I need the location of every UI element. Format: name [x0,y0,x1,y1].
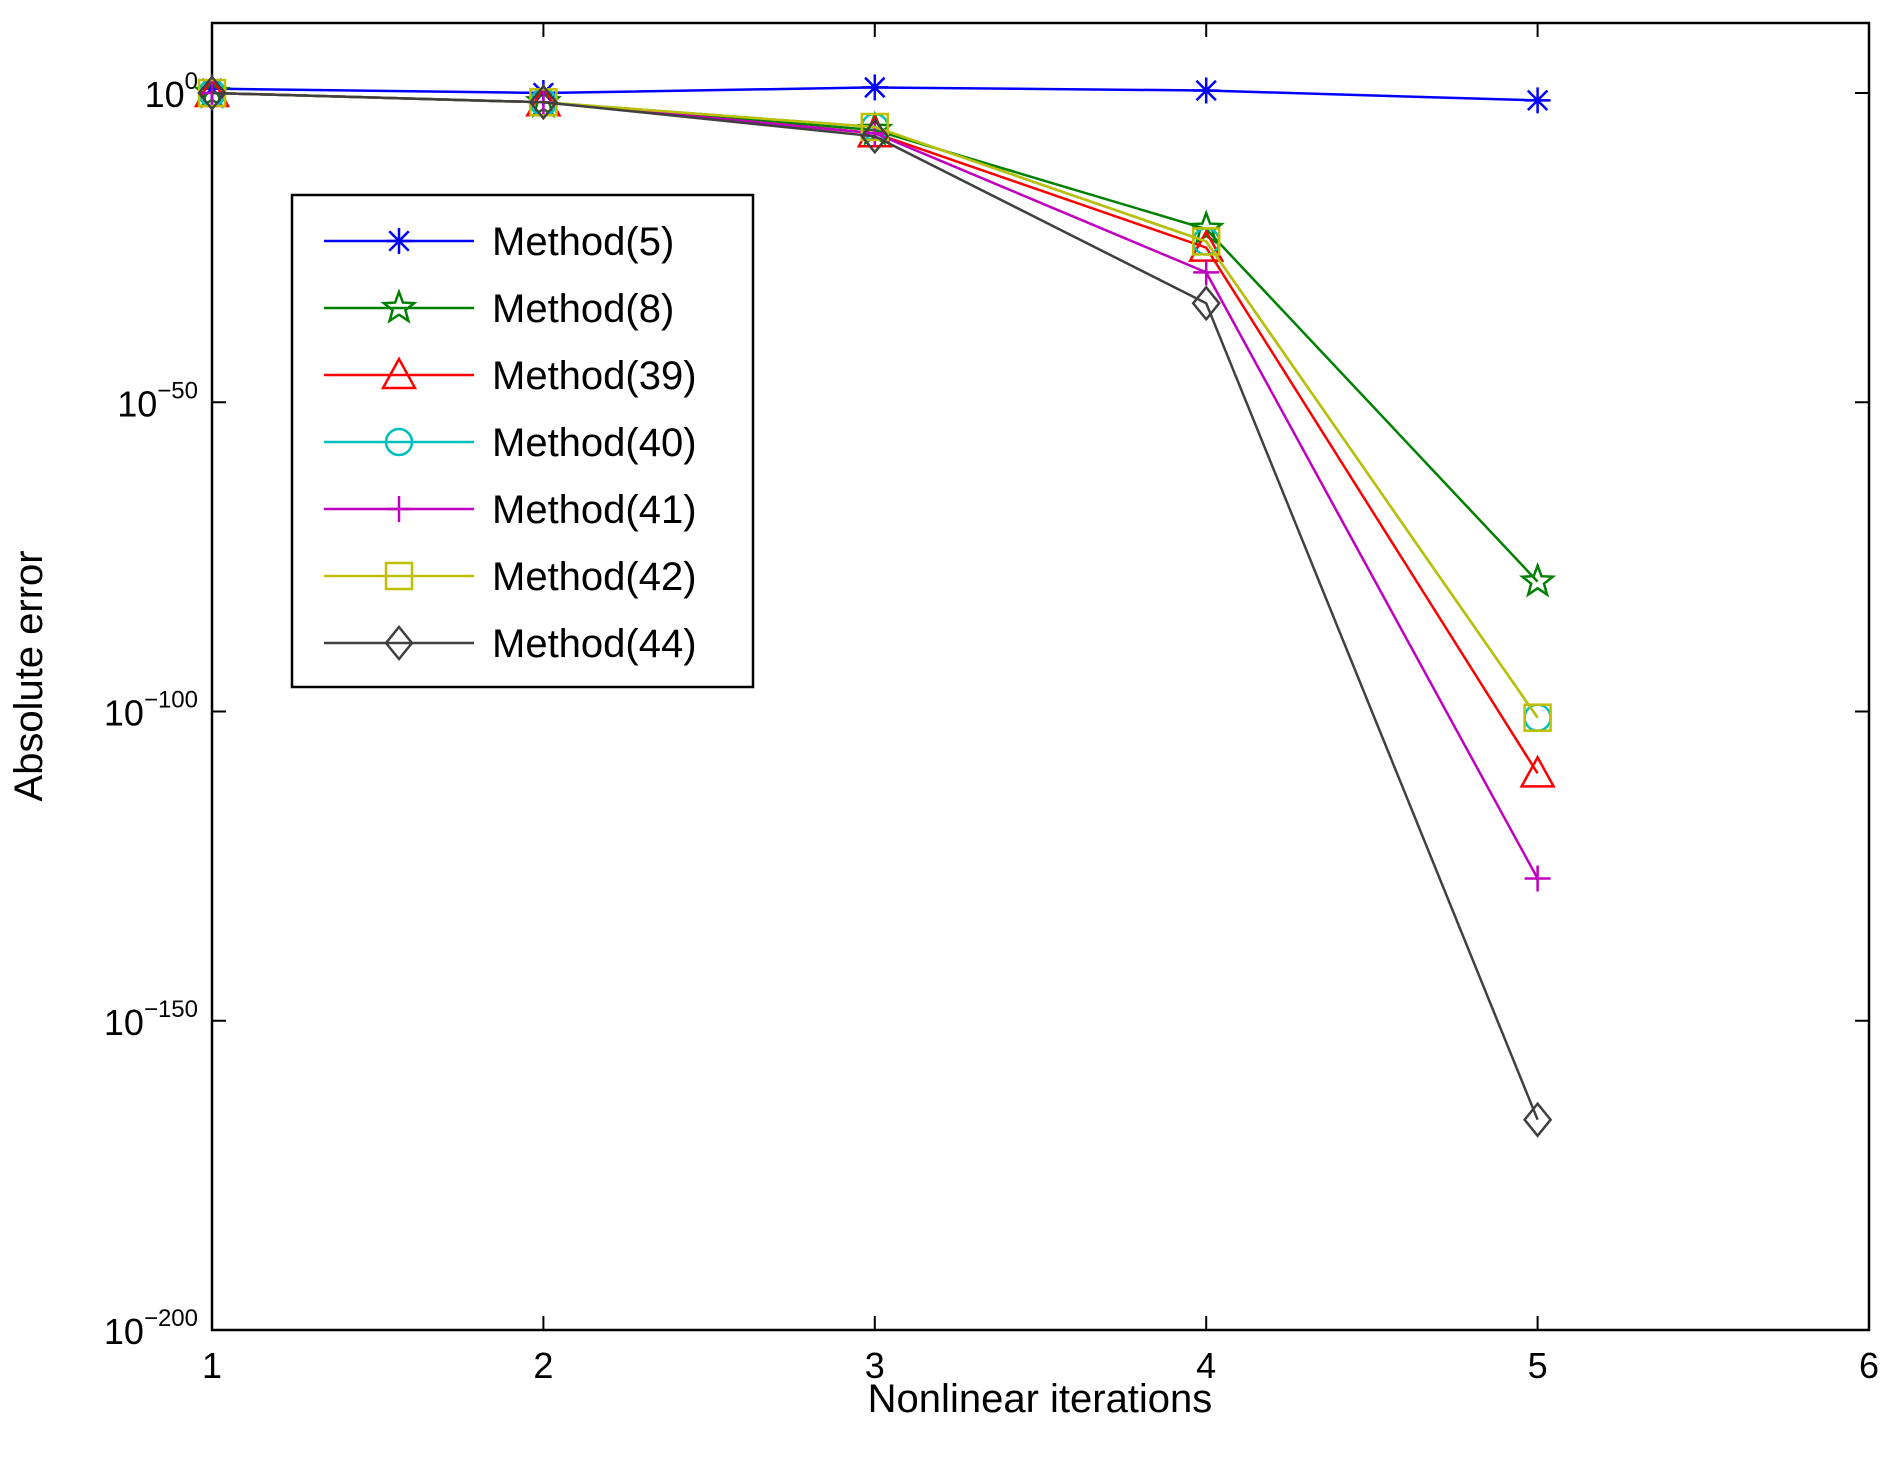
data-point-diamond-marker [528,84,559,121]
legend-plus-marker [386,496,412,522]
legend-asterisk-marker [386,228,412,254]
x-tick-label: 4 [1196,1345,1216,1386]
legend-item: Method(40) [324,421,697,465]
legend-label: Method(39) [492,354,697,398]
data-point-triangle-marker [1519,754,1556,788]
legend-label: Method(42) [492,555,697,599]
legend-item: Method(42) [324,555,697,599]
data-point-diamond-marker [860,118,890,155]
data-point-square-marker [1191,227,1221,256]
legend-triangle-marker [380,356,418,390]
x-tick-label: 6 [1859,1345,1879,1386]
x-axis-label: Nonlinear iterations [868,1377,1213,1421]
legend-item: Method(44) [324,622,697,666]
legend-label: Method(8) [492,287,674,331]
axis-ticks: 1 2 3 4 5 6 100 10−50 10−100 10−150 10−200 [104,23,1879,1386]
legend-item: Method(5) [324,220,674,264]
legend-star-marker [380,288,418,324]
x-tick-label: 3 [865,1345,885,1386]
legend-label: Method(40) [492,421,697,465]
y-tick-label: 100 [145,68,198,115]
legend-label: Method(5) [492,220,674,264]
data-point-star-marker [1519,561,1557,598]
data-point-star-marker [1187,209,1225,245]
series-method44 [197,75,1553,1138]
data-point-diamond-marker [1522,1101,1553,1138]
data-point-diamond-marker [1191,285,1221,322]
x-tick-label: 2 [533,1345,553,1386]
y-tick-label: 10−50 [117,377,198,424]
data-point-asterisk-marker [1524,87,1551,114]
y-axis-label: Absolute error [7,550,51,801]
legend: Method(5) Method(8) Method(39) Method(40) Me… [290,193,755,689]
legend-diamond-marker [384,625,414,661]
legend-label: Method(44) [492,622,697,666]
data-point-square-marker [1523,703,1552,732]
data-point-asterisk-marker [861,74,888,101]
series-layer [193,73,1557,1138]
y-tick-label: 10−150 [104,996,198,1043]
data-point-plus-marker [1524,865,1551,892]
data-point-diamond-marker [197,75,227,111]
data-point-plus-marker [1193,259,1220,286]
legend-item: Method(8) [324,287,674,331]
data-point-square-marker [860,112,890,142]
legend-item: Method(39) [324,354,697,398]
legend-square-marker [384,561,414,591]
series-line [211,91,1539,1121]
y-tick-label: 10−200 [104,1305,198,1352]
legend-item: Method(41) [324,488,697,532]
data-point-asterisk-marker [1193,77,1220,104]
legend-circle-marker [384,427,414,457]
data-point-plus-marker [861,120,888,147]
legend-label: Method(41) [492,488,697,532]
x-tick-label: 1 [202,1345,222,1386]
y-tick-label: 10−100 [104,687,198,734]
x-tick-label: 5 [1528,1345,1548,1386]
